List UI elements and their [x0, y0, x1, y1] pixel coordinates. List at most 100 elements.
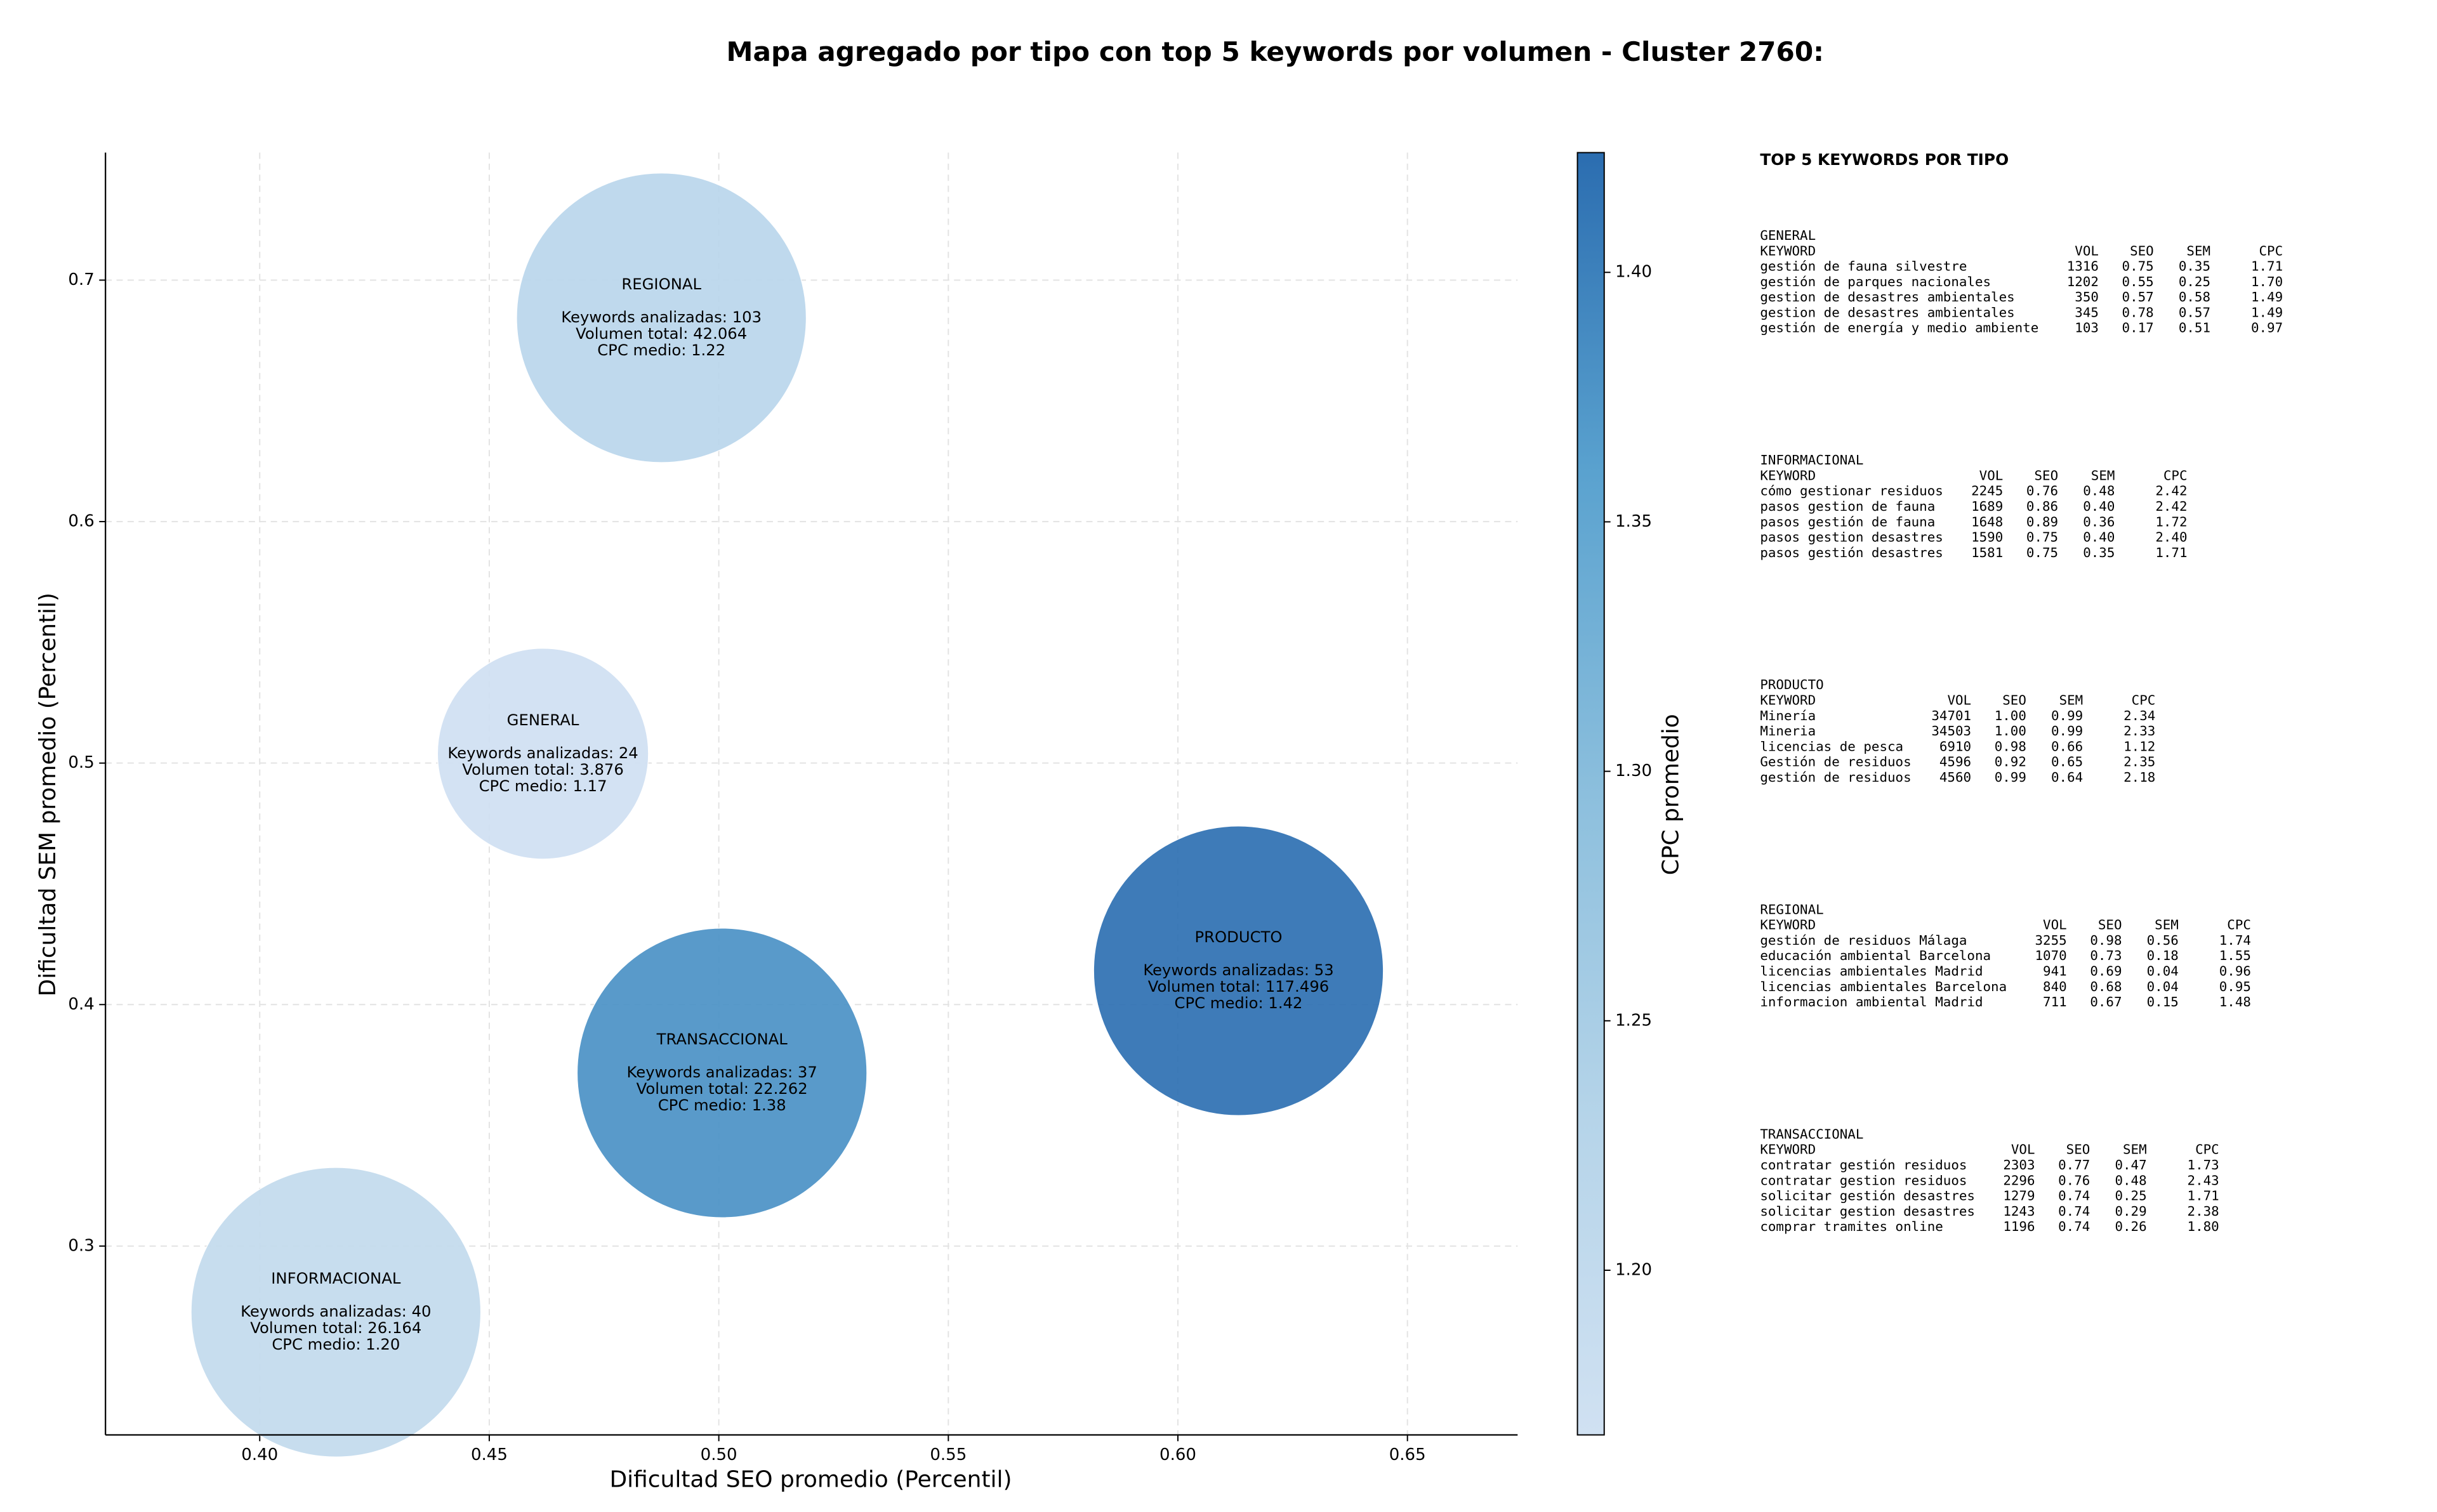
panel-cell: 1.71	[2251, 259, 2283, 274]
panel-cell: 0.75	[2026, 530, 2058, 545]
bubble-title: REGIONAL	[621, 275, 701, 293]
panel-cell: gestión de fauna silvestre	[1760, 259, 1967, 274]
panel-header: KEYWORD	[1760, 692, 1816, 707]
panel-cell: 4560	[1939, 770, 1971, 785]
x-tick-label: 0.50	[701, 1445, 737, 1464]
panel-cell: 0.25	[2179, 274, 2210, 289]
panel-cell: 103	[2075, 320, 2099, 336]
x-tick-label: 0.60	[1159, 1445, 1196, 1464]
bubble-annotation: Keywords analizadas: 37	[627, 1063, 817, 1081]
panel-cell: 4596	[1939, 754, 1971, 770]
panel-cell: 6910	[1939, 739, 1971, 754]
panel-cell: 0.97	[2251, 320, 2283, 336]
panel-cell: gestión de energía y medio ambiente	[1760, 320, 2038, 336]
panel-header: SEM	[2123, 1142, 2147, 1157]
panel-cell: 0.17	[2122, 320, 2154, 336]
x-tick-label: 0.55	[930, 1445, 967, 1464]
panel-cell: pasos gestión de fauna	[1760, 514, 1935, 529]
panel-cell: 1.71	[2188, 1188, 2219, 1204]
bubble	[516, 173, 807, 463]
panel-cell: 0.76	[2026, 483, 2058, 499]
x-tick-label: 0.65	[1389, 1445, 1426, 1464]
panel-cell: contratar gestion residuos	[1760, 1173, 1967, 1188]
panel-cell: 2.43	[2188, 1173, 2219, 1188]
panel-header: SEM	[2059, 692, 2084, 707]
panel-cell: 3255	[2035, 933, 2067, 948]
panel-cell: 0.69	[2090, 963, 2122, 978]
panel-cell: 1581	[1971, 545, 2003, 560]
panel-cell: 0.95	[2219, 979, 2251, 994]
panel-cell: 0.18	[2147, 948, 2179, 963]
panel-cell: 0.66	[2051, 739, 2083, 754]
panel-cell: 0.65	[2051, 754, 2083, 770]
panel-header: VOL	[1947, 692, 1971, 707]
x-axis-label: Dificultad SEO promedio (Percentil)	[609, 1466, 1012, 1492]
panel-cell: 1243	[2003, 1204, 2035, 1219]
y-tick-label: 0.7	[68, 270, 94, 289]
panel-header: KEYWORD	[1760, 243, 1816, 258]
panel-cell: 0.73	[2090, 948, 2122, 963]
panel-cell: 0.15	[2147, 994, 2179, 1009]
panel-cell: 1316	[2067, 259, 2099, 274]
panel-cell: 941	[2043, 963, 2067, 978]
panel-cell: solicitar gestion desastres	[1760, 1204, 1975, 1219]
bubble	[1093, 825, 1384, 1116]
panel-cell: 0.57	[2179, 305, 2210, 320]
panel-header: CPC	[2195, 1142, 2219, 1157]
panel-header: VOL	[1979, 468, 2004, 483]
panel-cell: 0.35	[2083, 545, 2115, 560]
panel-cell: contratar gestión residuos	[1760, 1157, 1967, 1173]
panel-cell: 0.58	[2179, 289, 2210, 305]
panel-header: VOL	[2011, 1142, 2035, 1157]
panel-cell: 1070	[2035, 948, 2067, 963]
panel-cell: pasos gestion de fauna	[1760, 499, 1935, 514]
panel-cell: licencias ambientales Madrid	[1760, 963, 1983, 978]
panel-cell: 0.99	[1995, 770, 2026, 785]
bubble-annotation: Volumen total: 3.876	[462, 760, 624, 779]
panel-title: TOP 5 KEYWORDS POR TIPO	[1760, 150, 2009, 169]
panel-cell: 0.04	[2147, 979, 2179, 994]
panel-cell: 2.42	[2155, 499, 2187, 514]
panel-cell: 0.26	[2115, 1219, 2146, 1234]
bubble-annotation: Volumen total: 117.496	[1148, 977, 1329, 996]
colorbar-tick-label: 1.35	[1615, 512, 1652, 531]
panel-header: SEM	[2155, 917, 2179, 933]
panel-cell: 34503	[1931, 723, 1971, 739]
bubble-annotation: Volumen total: 22.262	[637, 1079, 808, 1098]
panel-header: SEO	[2066, 1142, 2090, 1157]
panel-header: CPC	[2259, 243, 2283, 258]
panel-header: CPC	[2132, 692, 2156, 707]
panel-cell: 1.74	[2219, 933, 2251, 948]
panel-cell: 2.18	[2123, 770, 2155, 785]
panel-cell: 1.70	[2251, 274, 2283, 289]
panel-group-name: GENERAL	[1760, 228, 1816, 243]
panel-header: VOL	[2075, 243, 2099, 258]
panel-cell: 34701	[1931, 708, 1971, 723]
panel-cell: 1.55	[2219, 948, 2251, 963]
colorbar-tick-label: 1.20	[1615, 1260, 1652, 1279]
panel-cell: 2.40	[2155, 530, 2187, 545]
panel-cell: 1.49	[2251, 305, 2283, 320]
panel-cell: 0.47	[2115, 1157, 2146, 1173]
panel-cell: Minería	[1760, 708, 1816, 723]
panel-cell: gestión de residuos	[1760, 770, 1911, 785]
panel-cell: 1196	[2003, 1219, 2035, 1234]
panel-cell: 0.99	[2051, 723, 2083, 739]
panel-cell: pasos gestion desastres	[1760, 530, 1943, 545]
panel-cell: 1.00	[1995, 723, 2026, 739]
panel-cell: 840	[2043, 979, 2067, 994]
bubble-annotation: CPC medio: 1.20	[272, 1335, 400, 1353]
panel-cell: 0.92	[1995, 754, 2026, 770]
panel-cell: cómo gestionar residuos	[1760, 483, 1943, 499]
panel-cell: 1.72	[2155, 514, 2187, 529]
panel-header: SEO	[2002, 692, 2026, 707]
panel-cell: 0.04	[2147, 963, 2179, 978]
panel-cell: 2.35	[2123, 754, 2155, 770]
panel-header: KEYWORD	[1760, 468, 1816, 483]
panel-cell: 0.57	[2122, 289, 2154, 305]
panel-cell: 345	[2075, 305, 2099, 320]
bubble	[190, 1167, 482, 1457]
panel-cell: 1590	[1971, 530, 2003, 545]
bubble-annotation: CPC medio: 1.42	[1174, 994, 1302, 1012]
panel-cell: gestion de desastres ambientales	[1760, 305, 2014, 320]
